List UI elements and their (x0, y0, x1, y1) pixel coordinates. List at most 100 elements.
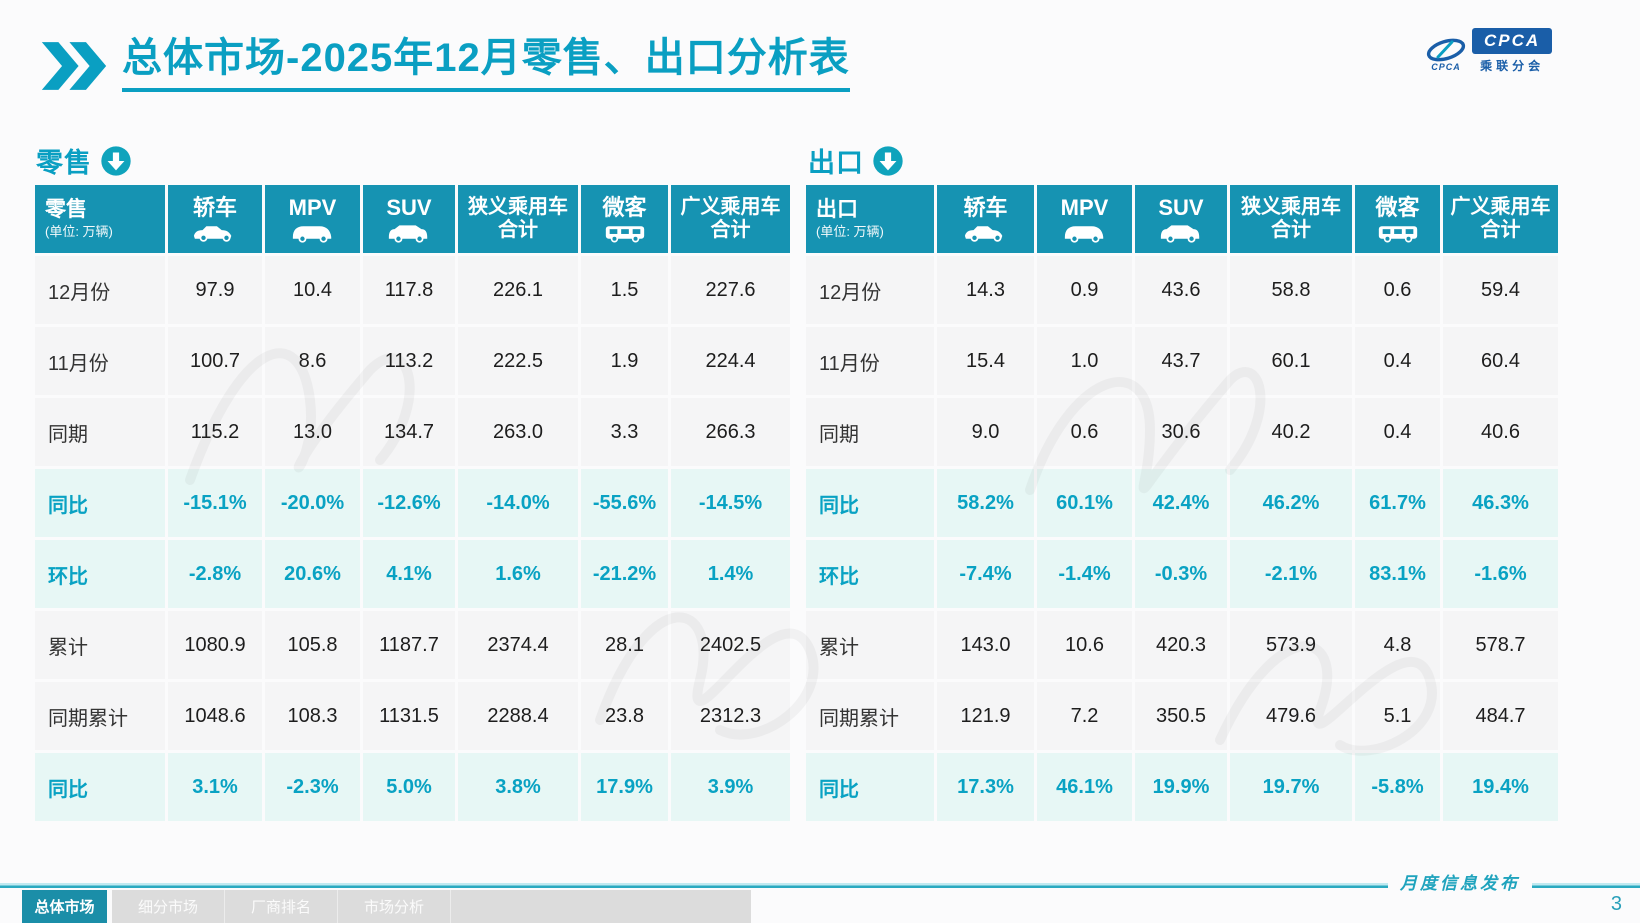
table-cell: 58.8 (1230, 256, 1352, 324)
table-cell: 2312.3 (671, 682, 790, 750)
table-cell: 0.4 (1355, 398, 1440, 466)
table-cell: 46.1% (1037, 753, 1132, 821)
table-cell: 263.0 (458, 398, 578, 466)
row-label: 同比 (806, 753, 934, 821)
column-header-narrow-pv-total: 狭义乘用车 合计 (1230, 185, 1352, 253)
table-cell: -20.0% (265, 469, 360, 537)
table-cell: 17.3% (937, 753, 1034, 821)
table-cell: -2.3% (265, 753, 360, 821)
table-cell: -55.6% (581, 469, 668, 537)
table-cell: -15.1% (168, 469, 262, 537)
column-header-mpv: MPV (1037, 185, 1132, 253)
table-cell: 121.9 (937, 682, 1034, 750)
table-cell: 46.3% (1443, 469, 1558, 537)
column-header-minivan: 微客 (1355, 185, 1440, 253)
column-header-broad-pv-total: 广义乘用车 合计 (671, 185, 790, 253)
table-cell: 43.7 (1135, 327, 1227, 395)
table-cell: 222.5 (458, 327, 578, 395)
corner-label: 出口 (816, 197, 858, 221)
table-cell: 2288.4 (458, 682, 578, 750)
table-cell: 100.7 (168, 327, 262, 395)
row-label: 11月份 (35, 327, 165, 395)
table-cell: 3.9% (671, 753, 790, 821)
row-label: 同比 (35, 753, 165, 821)
table-cell: 0.4 (1355, 327, 1440, 395)
tab-segment-market[interactable]: 细分市场 (112, 890, 225, 923)
table-cell: 19.4% (1443, 753, 1558, 821)
table-cell: 60.1 (1230, 327, 1352, 395)
corner-unit: (单位: 万辆) (816, 224, 884, 240)
table-cell: -1.6% (1443, 540, 1558, 608)
table-cell: 4.1% (363, 540, 455, 608)
column-header-sedan: 轿车 (937, 185, 1034, 253)
table-cell: -5.8% (1355, 753, 1440, 821)
row-label: 同比 (35, 469, 165, 537)
table-cell: 4.8 (1355, 611, 1440, 679)
table-cell: 58.2% (937, 469, 1034, 537)
column-header-minivan: 微客 (581, 185, 668, 253)
table-cell: 17.9% (581, 753, 668, 821)
table-cell: 1080.9 (168, 611, 262, 679)
table-cell: 42.4% (1135, 469, 1227, 537)
table-cell: 97.9 (168, 256, 262, 324)
table-cell: 40.2 (1230, 398, 1352, 466)
table-cell: 134.7 (363, 398, 455, 466)
cpca-logo: CPCA CPCA 乘联分会 (1424, 28, 1553, 74)
table-corner-header: 出口 (单位: 万辆) (806, 185, 934, 253)
table-cell: 0.9 (1037, 256, 1132, 324)
table-cell: 227.6 (671, 256, 790, 324)
table-cell: 13.0 (265, 398, 360, 466)
row-label: 累计 (35, 611, 165, 679)
table-cell: 1.5 (581, 256, 668, 324)
table-cell: 3.1% (168, 753, 262, 821)
row-label: 12月份 (35, 256, 165, 324)
table-cell: -2.1% (1230, 540, 1352, 608)
table-cell: 1.9 (581, 327, 668, 395)
table-cell: 8.6 (265, 327, 360, 395)
column-header-sedan: 轿车 (168, 185, 262, 253)
table-cell: 61.7% (1355, 469, 1440, 537)
table-cell: 60.4 (1443, 327, 1558, 395)
row-label: 同期 (35, 398, 165, 466)
table-cell: 20.6% (265, 540, 360, 608)
row-label: 同期 (806, 398, 934, 466)
table-cell: 28.1 (581, 611, 668, 679)
table-cell: 1048.6 (168, 682, 262, 750)
van-icon (1378, 226, 1417, 243)
table-cell: 226.1 (458, 256, 578, 324)
table-cell: 9.0 (937, 398, 1034, 466)
table-cell: -7.4% (937, 540, 1034, 608)
cpca-logo-mark: CPCA (1424, 38, 1468, 72)
row-label: 同比 (806, 469, 934, 537)
logo-mark-text: CPCA (1431, 62, 1461, 72)
table-cell: 19.9% (1135, 753, 1227, 821)
tab-market-analysis[interactable]: 市场分析 (338, 890, 451, 923)
table-cell: 224.4 (671, 327, 790, 395)
table-cell: 60.1% (1037, 469, 1132, 537)
table-cell: 1.6% (458, 540, 578, 608)
tab-manufacturer-ranking[interactable]: 厂商排名 (225, 890, 338, 923)
column-header-suv: SUV (1135, 185, 1227, 253)
table-cell: 108.3 (265, 682, 360, 750)
column-header-broad-pv-total: 广义乘用车 合计 (1443, 185, 1558, 253)
table-cell: 19.7% (1230, 753, 1352, 821)
corner-unit: (单位: 万辆) (45, 224, 113, 240)
footer-tab-bar: 总体市场 细分市场 厂商排名 市场分析 (22, 890, 751, 923)
table-cell: 479.6 (1230, 682, 1352, 750)
table-cell: -14.5% (671, 469, 790, 537)
row-label: 同期累计 (35, 682, 165, 750)
row-label: 环比 (35, 540, 165, 608)
logo-cn-text: 乘联分会 (1480, 59, 1545, 74)
sedan-icon (964, 226, 1002, 242)
table-cell: 2374.4 (458, 611, 578, 679)
row-label: 11月份 (806, 327, 934, 395)
logo-box-text: CPCA (1472, 28, 1553, 55)
table-cell: 5.0% (363, 753, 455, 821)
table-cell: 578.7 (1443, 611, 1558, 679)
table-cell: 117.8 (363, 256, 455, 324)
table-cell: 14.3 (937, 256, 1034, 324)
tab-overall-market[interactable]: 总体市场 (22, 890, 107, 923)
table-cell: 40.6 (1443, 398, 1558, 466)
table-corner-header: 零售 (单位: 万辆) (35, 185, 165, 253)
mpv-icon (292, 226, 331, 243)
